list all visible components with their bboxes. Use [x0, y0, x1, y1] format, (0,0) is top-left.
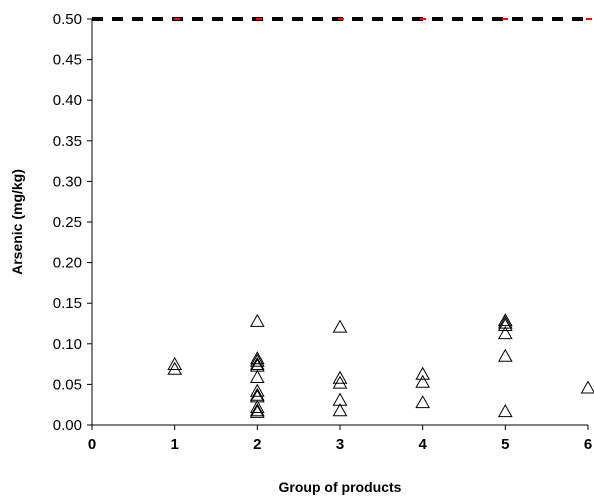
x-ticks: 0 1 2 3 4 5 6 — [88, 425, 592, 453]
y-tick-label: 0.30 — [53, 173, 82, 190]
data-point-triangle — [249, 351, 265, 365]
data-point-triangle — [580, 380, 594, 394]
data-point-triangle — [249, 404, 265, 418]
y-tick-label: 0.10 — [53, 336, 82, 353]
data-points — [167, 313, 594, 418]
data-point-triangle — [497, 313, 513, 327]
y-tick-label: 0.15 — [53, 295, 82, 312]
x-tick-label: 1 — [170, 436, 178, 453]
data-point-triangle — [497, 326, 513, 340]
x-axis-title: Group of products — [279, 479, 402, 495]
data-point-triangle — [249, 313, 265, 327]
data-point-triangle — [497, 317, 513, 331]
y-tick-label: 0.35 — [53, 133, 82, 150]
y-tick-label: 0.40 — [53, 92, 82, 109]
data-point-triangle — [249, 353, 265, 367]
x-tick-label: 3 — [336, 436, 344, 453]
data-point-triangle — [249, 356, 265, 370]
x-tick-label: 5 — [501, 436, 509, 453]
data-point-triangle — [249, 383, 265, 397]
y-tick-label: 0.05 — [53, 376, 82, 393]
x-tick-label: 4 — [418, 436, 427, 453]
data-point-triangle — [415, 395, 431, 409]
y-ticks: 0.00 0.05 0.10 0.15 0.20 0.25 0.30 0.35 0.40 0.45… — [53, 11, 92, 434]
data-point-triangle — [332, 375, 348, 389]
y-tick-label: 0.25 — [53, 214, 82, 231]
x-tick-label: 2 — [253, 436, 261, 453]
y-tick-label: 0.20 — [53, 255, 82, 272]
data-point-triangle — [167, 361, 183, 375]
data-point-triangle — [167, 356, 183, 370]
axes-layer — [91, 19, 588, 426]
y-tick-label: 0.45 — [53, 52, 82, 69]
y-tick-label: 0.50 — [53, 11, 82, 28]
data-point-triangle — [415, 366, 431, 380]
data-point-triangle — [249, 399, 265, 413]
x-tick-label: 6 — [584, 436, 592, 453]
data-point-triangle — [415, 374, 431, 388]
data-point-triangle — [249, 403, 265, 417]
data-point-triangle — [332, 403, 348, 417]
data-point-triangle — [497, 348, 513, 362]
data-point-triangle — [497, 403, 513, 418]
data-point-triangle — [332, 370, 348, 384]
data-point-triangle — [332, 319, 348, 333]
y-axis-title: Arsenic (mg/kg) — [9, 169, 25, 275]
y-tick-label: 0.00 — [53, 417, 82, 434]
data-point-triangle — [249, 369, 265, 383]
x-tick-label: 0 — [88, 436, 96, 453]
